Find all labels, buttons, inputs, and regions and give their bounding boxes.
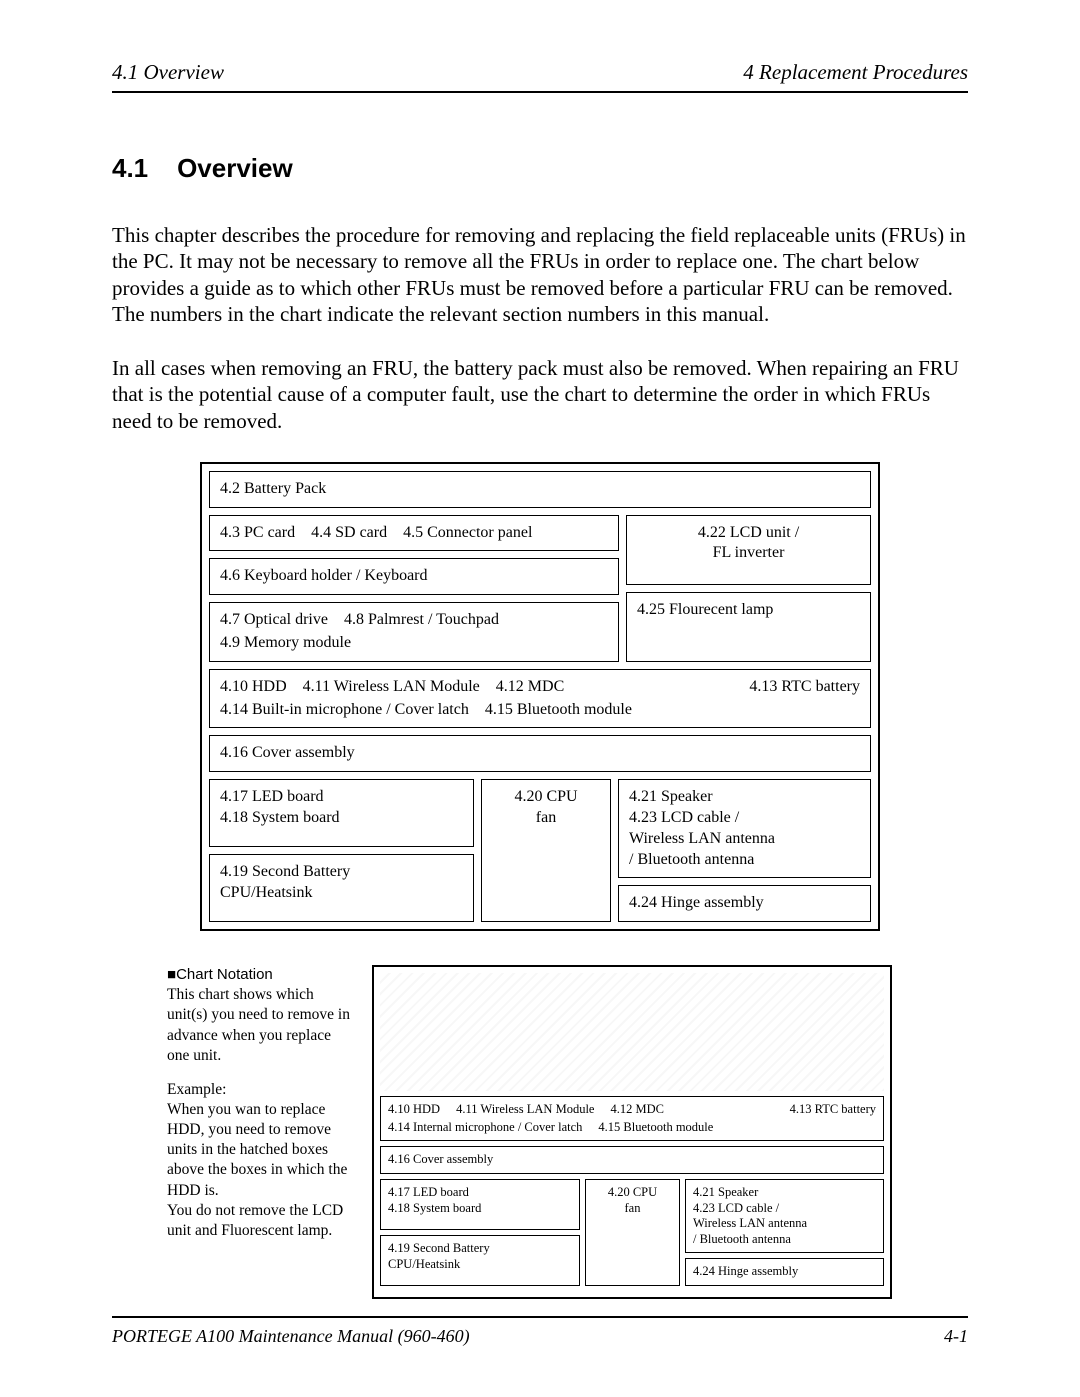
chart-hinge: 4.24 Hinge assembly: [618, 885, 871, 922]
fru-chart: 4.2 Battery Pack 4.3 PC card 4.4 SD card…: [200, 462, 880, 931]
mini-hatched-area: [380, 973, 884, 1091]
chart-cover-assembly: 4.16 Cover assembly: [209, 735, 871, 772]
chart-hdd-row: 4.10 HDD 4.11 Wireless LAN Module 4.12 M…: [209, 669, 871, 729]
chart-keyboard: 4.6 Keyboard holder / Keyboard: [209, 558, 619, 595]
paragraph-2: In all cases when removing an FRU, the b…: [112, 355, 968, 434]
mini-wlan: 4.11 Wireless LAN Module: [456, 1102, 594, 1118]
chart-wlan: 4.11 Wireless LAN Module: [303, 677, 480, 698]
notation-bullet: ■: [167, 966, 176, 983]
chart-mdc: 4.12 MDC: [496, 677, 564, 698]
chart-pc-sd-connector: 4.3 PC card 4.4 SD card 4.5 Connector pa…: [209, 515, 619, 552]
notation-p1: This chart shows which unit(s) you need …: [167, 986, 350, 1063]
header-right: 4 Replacement Procedures: [743, 60, 968, 85]
mini-hdd-row: 4.10 HDD 4.11 Wireless LAN Module 4.12 M…: [380, 1096, 884, 1141]
mini-system-board: 4.18 System board: [388, 1201, 572, 1217]
section-name: Overview: [177, 153, 293, 183]
mini-hdd: 4.10 HDD: [388, 1102, 440, 1118]
chart-led-board: 4.17 LED board: [220, 787, 463, 808]
footer-left: PORTEGE A100 Maintenance Manual (960-460…: [112, 1326, 470, 1347]
chart-pc-card: 4.3 PC card: [220, 523, 295, 544]
chart-hdd: 4.10 HDD: [220, 677, 287, 698]
page-header: 4.1 Overview 4 Replacement Procedures: [112, 60, 968, 93]
chart-palmrest: 4.8 Palmrest / Touchpad: [344, 610, 499, 631]
chart-notation-section: ■Chart Notation This chart shows which u…: [112, 965, 968, 1299]
chart-system-board: 4.18 System board: [220, 808, 463, 829]
section-title: 4.1 Overview: [112, 153, 968, 184]
chart-speaker-cable: 4.21 Speaker 4.23 LCD cable / Wireless L…: [618, 779, 871, 878]
mini-hinge: 4.24 Hinge assembly: [685, 1258, 884, 1286]
page: 4.1 Overview 4 Replacement Procedures 4.…: [112, 60, 968, 1347]
mini-fru-chart: 4.10 HDD 4.11 Wireless LAN Module 4.12 M…: [372, 965, 892, 1299]
mini-speaker-cable: 4.21 Speaker 4.23 LCD cable / Wireless L…: [685, 1179, 884, 1254]
chart-mic: 4.14 Built-in microphone / Cover latch: [220, 700, 469, 721]
mini-rtc: 4.13 RTC battery: [790, 1102, 876, 1118]
chart-lcd-unit: 4.22 LCD unit / FL inverter: [626, 515, 871, 585]
mini-bluetooth: 4.15 Bluetooth module: [598, 1120, 713, 1136]
mini-mic: 4.14 Internal microphone / Cover latch: [388, 1120, 582, 1136]
notation-text: ■Chart Notation This chart shows which u…: [167, 965, 352, 1255]
chart-connector-panel: 4.5 Connector panel: [403, 523, 532, 544]
chart-optical-palmrest-memory: 4.7 Optical drive 4.8 Palmrest / Touchpa…: [209, 602, 619, 662]
mini-mdc: 4.12 MDC: [610, 1102, 663, 1118]
mini-cover-assembly: 4.16 Cover assembly: [380, 1146, 884, 1174]
chart-fluorescent-lamp: 4.25 Flourecent lamp: [626, 592, 871, 662]
section-number: 4.1: [112, 153, 148, 183]
header-left: 4.1 Overview: [112, 60, 224, 85]
chart-memory: 4.9 Memory module: [220, 633, 351, 654]
chart-bluetooth: 4.15 Bluetooth module: [485, 700, 632, 721]
chart-battery-pack: 4.2 Battery Pack: [209, 471, 871, 508]
notation-p2: Example: When you wan to replace HDD, yo…: [167, 1080, 352, 1241]
mini-led-system: 4.17 LED board 4.18 System board: [380, 1179, 580, 1230]
mini-led-board: 4.17 LED board: [388, 1185, 572, 1201]
chart-led-system: 4.17 LED board 4.18 System board: [209, 779, 474, 847]
mini-cpu-fan: 4.20 CPU fan: [585, 1179, 680, 1286]
paragraph-1: This chapter describes the procedure for…: [112, 222, 968, 327]
chart-optical: 4.7 Optical drive: [220, 610, 328, 631]
chart-rtc: 4.13 RTC battery: [749, 677, 860, 698]
chart-sd-card: 4.4 SD card: [311, 523, 387, 544]
footer-right: 4-1: [944, 1326, 968, 1347]
mini-second-battery: 4.19 Second Battery CPU/Heatsink: [380, 1235, 580, 1286]
notation-head: Chart Notation: [176, 966, 273, 983]
chart-second-battery: 4.19 Second Battery CPU/Heatsink: [209, 854, 474, 922]
chart-cpu-fan: 4.20 CPU fan: [481, 779, 611, 922]
page-footer: PORTEGE A100 Maintenance Manual (960-460…: [112, 1316, 968, 1347]
